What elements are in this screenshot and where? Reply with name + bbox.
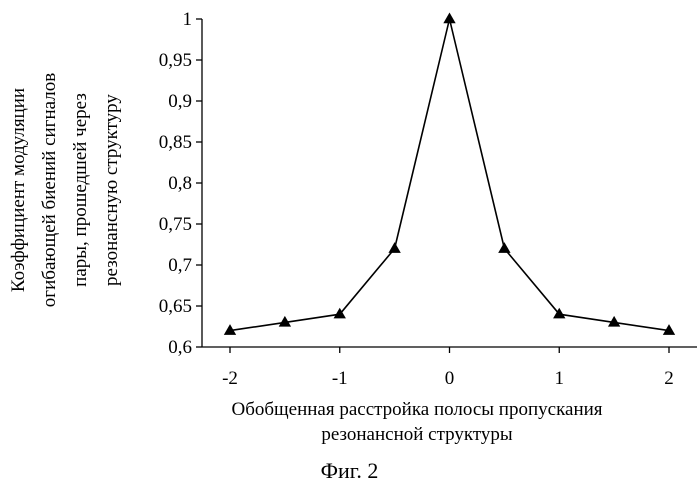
figure-caption: Фиг. 2 (0, 458, 699, 484)
y-tick-label: 0,65 (159, 296, 192, 317)
y-tick-label: 0,85 (159, 132, 192, 153)
axes (202, 19, 697, 347)
line-chart: 0,6 0,65 0,7 0,75 0,8 0,85 0,9 0,95 1 -2 -1 0 1 2 Обо… (0, 0, 699, 450)
y-tick-label: 0,9 (168, 91, 192, 112)
ticks: 0,6 0,65 0,7 0,75 0,8 0,85 0,9 0,95 1 -2 -1 0 1 2 (159, 9, 674, 389)
x-axis-title-line: Обобщенная расстройка полосы пропускания (231, 399, 602, 420)
y-tick-label: 0,75 (159, 214, 192, 235)
data-point-marker (498, 242, 510, 253)
y-axis-title-line: пары, прошедшей через (70, 93, 91, 287)
series-line (230, 19, 669, 331)
y-axis-title-line: резонансную структуру (101, 94, 122, 286)
data-point-marker (388, 242, 400, 253)
y-axis-title-line: Коэффициент модуляции (8, 88, 29, 292)
plot-area (224, 13, 675, 335)
x-tick-label: 0 (445, 368, 455, 389)
y-tick-label: 0,6 (168, 337, 192, 358)
y-tick-label: 0,7 (168, 255, 192, 276)
x-axis-title-line: резонансной структуры (321, 424, 513, 445)
x-tick-label: -2 (222, 368, 238, 389)
x-tick-label: 1 (555, 368, 565, 389)
y-axis-title-line: огибающей биений сигналов (39, 73, 60, 307)
y-tick-label: 1 (183, 9, 193, 30)
x-tick-label: -1 (332, 368, 348, 389)
y-tick-label: 0,8 (168, 173, 192, 194)
x-tick-label: 2 (664, 368, 674, 389)
data-point-marker (443, 13, 455, 24)
y-tick-label: 0,95 (159, 50, 192, 71)
